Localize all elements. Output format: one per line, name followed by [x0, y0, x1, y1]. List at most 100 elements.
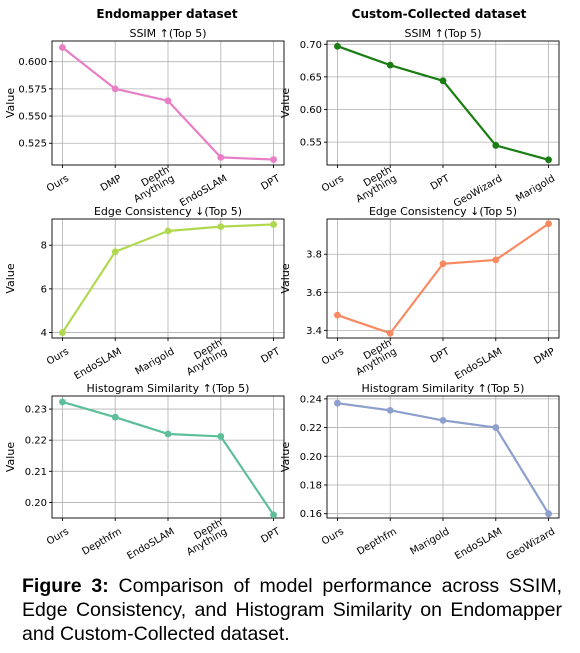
x-tick-label: DMP: [532, 346, 557, 367]
chart-panel-3: Edge Consistency ↓(Top 5) 4 6 8 Value Ours End…: [4, 205, 285, 382]
data-point: [334, 42, 341, 50]
chart-title: Histogram Similarity ↑(Top 5): [362, 382, 525, 395]
y-axis-label: Value: [279, 442, 292, 472]
chart-panel-1: SSIM ↑(Top 5) 0.525 0.550 0.575 0.600 Value Ou…: [4, 27, 285, 209]
x-tick-label: Ours: [320, 173, 346, 194]
x-tick-label-line: DPT: [259, 346, 282, 366]
data-point: [217, 223, 225, 231]
y-tick-label: 0.18: [300, 480, 322, 491]
y-tick-label: 0.60: [300, 105, 322, 116]
x-tick-label-line: EndoSLAM: [73, 346, 124, 382]
x-tick-label: Marigold: [409, 526, 452, 557]
data-point: [439, 417, 447, 424]
data-point: [111, 85, 119, 93]
column-title-custom-collected: Custom-Collected dataset: [352, 7, 527, 21]
data-point: [386, 61, 394, 69]
data-point: [492, 424, 500, 431]
x-tick-label: Ours: [45, 526, 71, 547]
x-tick-label: DPT: [259, 526, 282, 546]
x-tick-label: DMP: [99, 173, 124, 194]
x-tick-label-line: GeoWizard: [505, 526, 557, 560]
data-point: [545, 156, 552, 164]
x-tick-label: Marigold: [134, 346, 177, 377]
y-tick-label: 0.525: [18, 139, 47, 150]
chart-title: Histogram Similarity ↑(Top 5): [87, 382, 250, 395]
chart-panel-5: Histogram Similarity ↑(Top 5) 0.20 0.21 0.2…: [4, 382, 285, 560]
y-tick-label: 3.6: [306, 288, 322, 299]
x-tick-label-line: DMP: [532, 346, 557, 367]
column-title-endomapper: Endomapper dataset: [96, 7, 237, 21]
x-tick-label: EndoSLAM: [73, 346, 124, 382]
caption-text: Comparison of model performance across S…: [22, 575, 562, 645]
x-tick-label: EndoSLAM: [453, 346, 504, 382]
y-tick-label: 0.16: [300, 509, 322, 520]
data-point: [270, 156, 277, 163]
figure: Endomapper dataset Custom-Collected data…: [4, 7, 560, 560]
data-point: [217, 433, 225, 440]
data-point: [545, 510, 552, 518]
x-tick-label: Depthfm: [355, 526, 398, 557]
y-axis-label: Value: [279, 263, 292, 293]
chart-panel-6: Histogram Similarity ↑(Top 5) 0.16 0.18 0.2…: [279, 382, 560, 560]
x-tick-label-line: Marigold: [514, 173, 557, 204]
data-point: [59, 44, 66, 51]
x-tick-label-line: DPT: [259, 173, 282, 193]
data-point: [59, 398, 66, 406]
y-tick-label: 3.8: [306, 250, 322, 261]
x-tick-label: DepthAnything: [127, 165, 176, 206]
chart-title: SSIM ↑(Top 5): [404, 27, 481, 40]
y-tick-label: 0.21: [25, 467, 47, 478]
x-tick-label-line: EndoSLAM: [453, 346, 504, 382]
y-tick-label: 0.23: [25, 405, 47, 416]
x-tick-label: Ours: [320, 346, 346, 367]
x-tick-label-line: Ours: [320, 173, 346, 194]
data-point: [439, 260, 447, 268]
x-tick-label-line: DPT: [429, 173, 452, 193]
data-point: [217, 153, 225, 161]
y-tick-label: 0.550: [18, 112, 47, 123]
data-point: [111, 248, 119, 256]
y-tick-label: 0.575: [18, 84, 47, 95]
y-tick-label: 3.4: [306, 326, 322, 337]
x-tick-label: DepthAnything: [180, 518, 229, 559]
x-tick-label-line: Depthfm: [80, 526, 123, 557]
x-tick-label: Ours: [320, 526, 346, 547]
x-tick-label: DPT: [259, 346, 282, 366]
x-tick-label-line: EndoSLAM: [453, 526, 504, 560]
x-tick-label-line: Ours: [320, 526, 346, 547]
x-tick-label: Marigold: [514, 173, 557, 204]
x-tick-label-line: Depthfm: [355, 526, 398, 557]
data-point: [492, 142, 500, 149]
chart-title: SSIM ↑(Top 5): [129, 27, 206, 40]
data-point: [270, 221, 277, 228]
y-axis-label: Value: [4, 442, 17, 472]
y-tick-label: 0.70: [300, 40, 322, 51]
x-tick-label: DPT: [259, 173, 282, 193]
y-tick-label: 0.22: [300, 423, 322, 434]
y-tick-label: 0.20: [25, 498, 47, 509]
y-tick-label: 0.20: [300, 452, 322, 463]
x-tick-label: EndoSLAM: [178, 173, 229, 209]
x-tick-label-line: Marigold: [409, 526, 452, 557]
x-tick-label-line: Ours: [320, 346, 346, 367]
chart-title: Edge Consistency ↓(Top 5): [94, 205, 242, 218]
x-tick-label: DPT: [429, 346, 452, 366]
x-tick-label: DepthAnything: [349, 165, 398, 206]
data-point: [270, 511, 277, 519]
y-tick-label: 0.55: [300, 138, 322, 149]
x-tick-label-line: Marigold: [134, 346, 177, 377]
x-tick-label: Depthfm: [80, 526, 123, 557]
y-axis-label: Value: [4, 88, 17, 118]
x-tick-label-line: DPT: [259, 526, 282, 546]
data-point: [334, 399, 341, 407]
data-point: [492, 256, 500, 264]
chart-panel-4: Edge Consistency ↓(Top 5) 3.4 3.6 3.8 Value O…: [279, 205, 560, 382]
x-tick-label-line: Ours: [45, 346, 71, 367]
chart-panel-2: SSIM ↑(Top 5) 0.55 0.60 0.65 0.70 Value Ours De…: [279, 27, 560, 210]
y-axis-label: Value: [279, 88, 292, 118]
y-tick-label: 0.600: [18, 57, 47, 68]
x-tick-label: DepthAnything: [349, 338, 398, 379]
y-tick-label: 0.65: [300, 72, 322, 83]
chart-title: Edge Consistency ↓(Top 5): [369, 205, 517, 218]
x-tick-label-line: Ours: [45, 526, 71, 547]
